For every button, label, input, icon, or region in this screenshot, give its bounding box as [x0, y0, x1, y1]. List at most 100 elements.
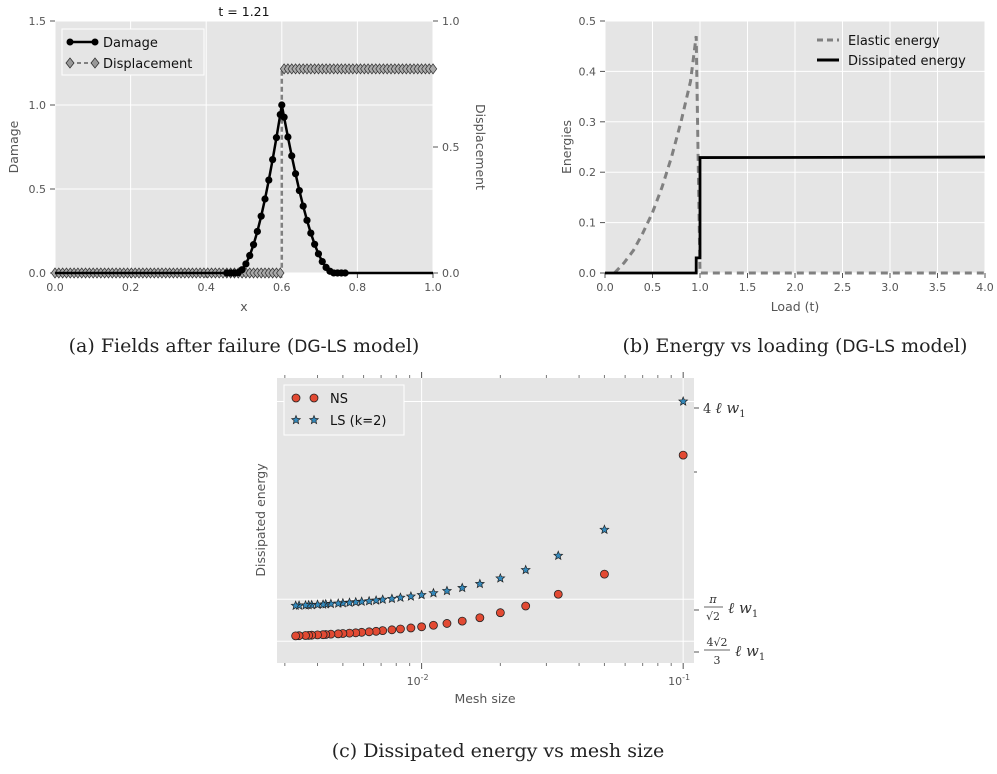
svg-text:ℓ w1: ℓ w1 [728, 599, 758, 620]
panel-c-xlabel: Mesh size [454, 691, 515, 706]
damage-point-61 [280, 113, 288, 121]
b-xtick-label-1: 0.5 [644, 281, 662, 294]
damage-point-68 [307, 229, 315, 237]
a-xtick-label-2: 0.4 [197, 281, 215, 294]
ns-point-5 [475, 613, 485, 623]
panel-a-title: t = 1.21 [218, 4, 269, 19]
c-xtick-label-0: 10-2 [407, 673, 429, 688]
damage-point-51 [246, 251, 254, 260]
ls-point-13 [377, 594, 388, 605]
damage-point-71 [318, 257, 326, 266]
ref-label-pi-sqrt2: π √2 ℓ w1 [704, 593, 758, 623]
svg-text:π: π [708, 593, 717, 606]
damage-point-53 [253, 227, 261, 236]
b-xtick-label-5: 2.5 [834, 281, 852, 294]
legend-ns-marker-2 [309, 393, 319, 403]
a-ytick-label-2: 1.0 [29, 99, 47, 112]
ns-point-7 [442, 619, 452, 628]
panel-b-legend: Elastic energy Dissipated energy [817, 34, 966, 69]
damage-point-58 [272, 134, 281, 142]
damage-point-55 [261, 195, 269, 203]
b-ytick-label-1: 0.1 [579, 217, 597, 230]
a-ytick-label-1: 0.5 [29, 183, 47, 196]
b-ytick-label-0: 0.0 [579, 267, 597, 280]
legend-ns-marker-1 [291, 393, 301, 403]
ls-point-12 [386, 593, 398, 604]
panel-b-ylabel: Energies [559, 120, 574, 174]
dissipated-energy-line [605, 155, 986, 275]
ls-point-20 [333, 598, 344, 608]
panel-c-legend: NS LS (k=2) [283, 384, 405, 436]
ns-point-8 [429, 620, 438, 630]
ls-point-5 [474, 578, 486, 589]
legend-damage-marker-left [66, 38, 74, 46]
ls-point-29 [290, 600, 301, 611]
c-xtick-label-1: 10-1 [668, 673, 690, 688]
a-xtick-label-3: 0.6 [273, 281, 291, 294]
a-ytick-label-3: 1.5 [29, 15, 47, 28]
legend-damage-marker-right [91, 38, 99, 46]
damage-point-77 [341, 269, 349, 277]
ns-point-12 [387, 625, 397, 635]
damage-point-52 [249, 241, 258, 249]
ns-point-3 [521, 601, 531, 611]
legend-damage-label: Damage [103, 36, 158, 51]
damage-point-60 [278, 101, 286, 109]
ref-label-4lw1: 4 ℓ w1 [703, 399, 746, 420]
b-xtick-label-4: 2.0 [786, 281, 804, 294]
ls-point-16 [356, 596, 367, 607]
panel-b-energy-vs-loading: 0.0 0.5 1.0 1.5 2.0 2.5 3.0 3.5 4.0 0.0 0.1 0.2 0.3 0… [559, 15, 994, 314]
damage-point-62 [284, 133, 292, 141]
panel-a-legend-box [61, 28, 205, 76]
ref-label-4sqrt2-3: 4√2 3 ℓ w1 [704, 636, 765, 667]
a-xtick-label-4: 0.8 [349, 281, 367, 294]
damage-point-64 [291, 170, 300, 178]
damage-point-69 [311, 240, 319, 248]
ls-point-17 [350, 596, 361, 607]
ns-point-1 [600, 569, 609, 579]
b-xtick-label-0: 0.0 [596, 281, 614, 294]
panel-b-xlabel: Load (t) [771, 299, 820, 314]
damage-point-57 [269, 155, 277, 164]
damage-point-49 [238, 266, 246, 274]
legend-ls-marker-1 [290, 414, 302, 425]
a-ytick-label-0: 0.0 [29, 267, 47, 280]
b-xtick-label-7: 3.5 [929, 281, 947, 294]
damage-point-65 [295, 186, 303, 195]
b-xtick-label-6: 3.0 [881, 281, 899, 294]
ns-point-4 [495, 608, 505, 618]
panel-c-reference-labels: 4 ℓ w1 π √2 ℓ w1 4√2 3 ℓ w1 [694, 399, 765, 667]
damage-point-70 [314, 250, 323, 258]
displacement-point-99 [428, 63, 438, 75]
ns-point-15 [364, 627, 374, 637]
a-xtick-label-0: 0.0 [46, 281, 64, 294]
b-ytick-label-3: 0.3 [579, 116, 597, 129]
svg-text:4√2: 4√2 [706, 636, 727, 649]
b-xtick-label-3: 1.5 [739, 281, 757, 294]
a-xtick-label-1: 0.2 [122, 281, 140, 294]
b-xtick-label-2: 1.0 [691, 281, 709, 294]
a-y2tick-label-2: 1.0 [442, 15, 460, 28]
legend-displacement-marker-right [90, 57, 100, 69]
ls-point-0 [678, 396, 689, 406]
legend-ns-label: NS [330, 392, 348, 407]
b-ytick-label-5: 0.5 [579, 15, 597, 28]
panel-a-xlabel: x [240, 299, 247, 314]
legend-ls-marker-2 [308, 414, 320, 425]
svg-text:√2: √2 [706, 610, 720, 623]
a-y2tick-label-1: 0.5 [442, 141, 460, 154]
ls-point-4 [495, 572, 506, 583]
panel-a-legend: Damage Displacement [61, 28, 205, 76]
a-y2tick-label-0: 0.0 [442, 267, 460, 280]
b-ytick-label-4: 0.4 [579, 65, 597, 78]
ls-point-8 [428, 587, 439, 598]
panel-c-ylabel: Dissipated energy [253, 463, 268, 577]
panel-a-fields-after-failure: 0.0 0.2 0.4 0.6 0.8 1.00.00.51.01.50.00.51.0 … [6, 4, 488, 314]
ns-point-11 [396, 624, 405, 634]
b-ytick-label-2: 0.2 [579, 166, 597, 179]
ls-point-7 [441, 585, 453, 596]
panel-a-ylabel: Damage [6, 120, 21, 173]
ls-point-1 [599, 524, 610, 535]
legend-ls-label: LS (k=2) [330, 414, 386, 429]
